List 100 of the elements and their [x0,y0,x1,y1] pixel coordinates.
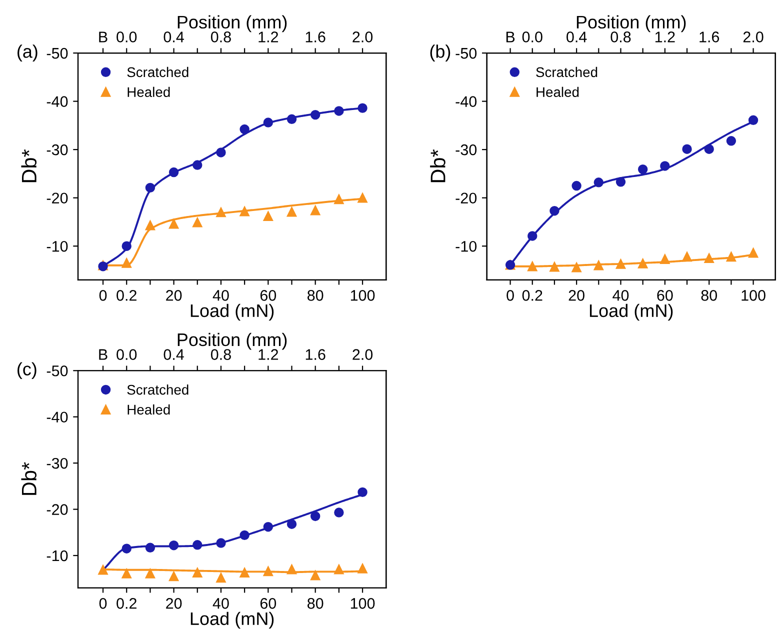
x2-tick-label: 0.8 [210,349,231,360]
x2-tick-label: 0.4 [164,349,184,360]
y-tick-label: -50 [46,48,68,59]
point [263,566,274,576]
point [216,207,226,218]
point [704,144,714,154]
y-tick-label: -40 [456,96,477,107]
point [358,487,368,498]
point [168,540,179,550]
x2-tick-label: B [99,32,108,42]
y-tick-label: -40 [46,412,68,423]
y-axis-title: Db* [21,149,37,182]
y-tick-label: -30 [46,144,68,156]
x-tick-label: 0.2 [116,290,136,301]
x-tick-label: 0 [99,598,107,609]
x2-tick-label: 2.0 [743,32,764,42]
x2-tick-label: 1.2 [258,349,278,360]
point [168,571,179,582]
chart-title: (a) [18,44,38,62]
point [528,262,538,272]
point [334,106,344,116]
legend-label: Healed [128,86,170,98]
legend-label: Healed [536,86,579,98]
point [286,206,297,217]
x-axis-title: Load (mN) [190,304,274,321]
x2-tick-label: 2.0 [352,349,373,360]
x-axis-title: Load (mN) [190,612,274,629]
point [334,508,344,518]
y-tick-label: -30 [456,144,477,156]
x2-tick-label: 0.4 [164,32,184,42]
point [638,258,648,268]
x-tick-label: 80 [308,290,324,301]
x-tick-label: 40 [212,290,229,301]
point [240,124,250,134]
x2-tick-label: 1.6 [306,349,326,360]
point [358,564,368,574]
point [192,218,202,228]
point [310,110,320,120]
point [748,115,758,125]
x2-tick-label: 1.2 [258,32,278,42]
point [263,118,274,128]
point [572,262,582,272]
x-tick-label: 40 [612,290,629,301]
point [682,252,692,262]
legend-label: Scratched [127,66,188,78]
point [310,206,320,216]
point [594,178,604,188]
point [263,522,274,532]
legend-label: Scratched [127,384,188,395]
point [726,136,736,146]
point [748,248,758,258]
x-axis-title: Load (mN) [590,304,673,321]
x-tick-label: 100 [350,290,375,301]
x2-tick-label: 2.0 [352,32,373,42]
point [216,538,226,548]
x-tick-label: 40 [212,598,229,609]
y-tick-label: -20 [46,192,68,204]
x2-tick-label: 0.8 [610,32,631,42]
y-tick-label: -50 [46,365,68,376]
point [550,262,560,272]
point [310,511,320,522]
point [122,568,132,578]
point [122,258,132,268]
point [192,568,202,578]
point [240,530,250,540]
point [286,564,297,574]
point [334,194,344,204]
point [263,211,274,222]
y-axis-title: Db* [21,462,37,495]
x2-tick-label: B [99,349,108,360]
point [572,180,582,191]
x-tick-label: 0 [99,290,107,301]
x2-tick-label: 0.0 [522,32,542,42]
point [358,192,368,203]
point [704,253,714,264]
x2-tick-label: 0.0 [116,349,137,360]
point [145,542,156,553]
x2-tick-label: 0.4 [566,32,587,42]
x-tick-label: 60 [657,290,673,301]
y-tick-label: -20 [456,192,477,204]
chart-title: (b) [430,44,450,62]
y-tick-label: -10 [46,550,68,562]
x2-axis-title: Position (mm) [178,15,287,32]
x-tick-label: 0 [506,290,514,301]
y-tick-label: -40 [46,96,68,107]
x2-tick-label: 0.0 [116,32,137,42]
y-axis-title: Db* [430,149,446,182]
legend-label: Scratched [536,66,598,78]
x2-tick-label: B [506,32,515,42]
point [145,182,156,193]
point [192,540,202,550]
y-tick-label: -30 [46,458,68,469]
x2-axis-title: Position (mm) [178,332,287,350]
x2-tick-label: 0.8 [210,32,231,42]
point [240,568,250,578]
chart-title: (c) [18,362,36,380]
point [616,259,626,269]
point [168,219,179,229]
point [726,252,736,262]
x2-tick-label: 1.6 [306,32,326,42]
